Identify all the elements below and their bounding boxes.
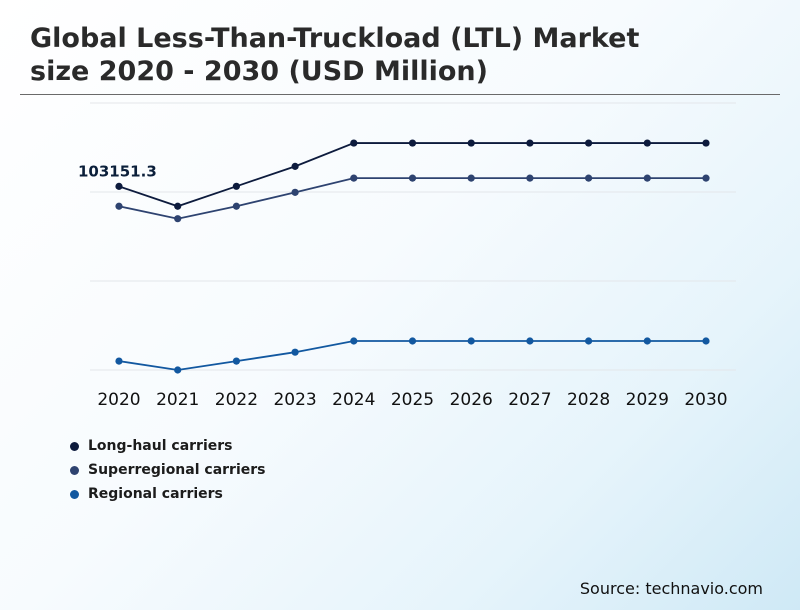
legend-label: Superregional carriers xyxy=(88,462,266,478)
x-tick-label: 2021 xyxy=(156,390,199,410)
x-axis: 2020 2021 2022 2023 2024 2025 2026 2027 2028 2029… xyxy=(97,390,727,410)
data-point xyxy=(643,337,651,345)
series-line-2 xyxy=(118,340,706,371)
x-tick-label: 2022 xyxy=(215,390,258,410)
data-point xyxy=(115,202,123,210)
source-note: Source: technavio.com xyxy=(579,579,763,598)
legend-marker-icon xyxy=(70,465,79,475)
legend-label: Long-haul carriers xyxy=(88,438,233,454)
x-tick-label: 2026 xyxy=(450,390,493,410)
data-point xyxy=(467,337,475,345)
title-divider xyxy=(20,94,780,95)
data-point xyxy=(702,337,710,345)
data-point xyxy=(408,139,417,147)
x-tick-label: 2024 xyxy=(332,390,375,410)
data-point xyxy=(232,182,240,190)
x-tick-label: 2029 xyxy=(626,390,669,410)
data-point xyxy=(350,139,358,147)
data-point xyxy=(408,337,417,345)
legend: Long-haul carriers Superregional carriers… xyxy=(70,434,265,506)
legend-marker-icon xyxy=(70,441,79,451)
data-point xyxy=(585,139,593,147)
data-point xyxy=(174,215,182,223)
data-point xyxy=(702,174,710,182)
x-tick-label: 2028 xyxy=(567,390,610,410)
legend-label: Regional carriers xyxy=(88,486,223,502)
x-tick-label: 2023 xyxy=(273,390,316,410)
data-point xyxy=(291,162,299,170)
x-tick-label: 2025 xyxy=(391,390,434,410)
annotation-layer: 103151.3 xyxy=(78,162,157,180)
chart-title: Global Less-Than-Truckload (LTL) Market … xyxy=(30,22,750,88)
data-point xyxy=(467,174,475,182)
chart-title-line1: Global Less-Than-Truckload (LTL) Market xyxy=(30,23,640,54)
data-point xyxy=(408,174,417,182)
data-point xyxy=(526,174,534,182)
x-tick-label: 2020 xyxy=(97,390,140,410)
data-point xyxy=(526,139,534,147)
series-layer xyxy=(115,139,710,374)
legend-item: Superregional carriers xyxy=(70,458,265,482)
data-point xyxy=(291,188,299,196)
data-point xyxy=(232,202,240,210)
data-point xyxy=(350,337,358,345)
legend-item: Regional carriers xyxy=(70,482,265,506)
data-point xyxy=(585,174,593,182)
data-point xyxy=(232,357,240,365)
legend-item: Long-haul carriers xyxy=(70,434,265,458)
grid-lines xyxy=(90,102,736,371)
data-point xyxy=(702,139,710,147)
data-point xyxy=(643,139,651,147)
data-point xyxy=(350,174,358,182)
data-point xyxy=(291,348,299,356)
data-point xyxy=(115,357,123,365)
data-point xyxy=(467,139,475,147)
data-point xyxy=(585,337,593,345)
data-point xyxy=(526,337,534,345)
data-point xyxy=(115,182,123,190)
data-point xyxy=(174,366,182,374)
chart-title-line2: size 2020 - 2030 (USD Million) xyxy=(30,56,488,87)
x-tick-label: 2030 xyxy=(684,390,727,410)
x-tick-label: 2027 xyxy=(508,390,551,410)
legend-marker-icon xyxy=(70,489,79,499)
series-line-1 xyxy=(118,177,706,220)
data-point xyxy=(643,174,651,182)
data-point xyxy=(174,202,182,210)
data-label: 103151.3 xyxy=(78,162,157,180)
